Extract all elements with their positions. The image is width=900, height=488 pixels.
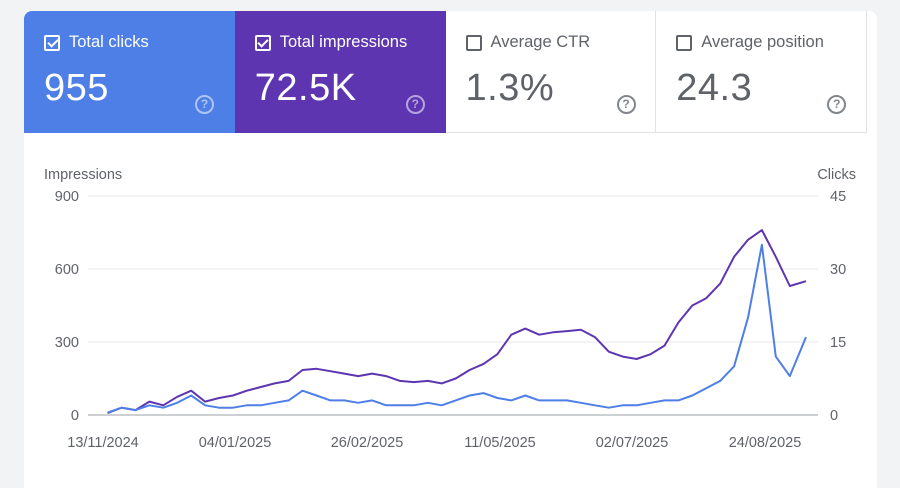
performance-panel: Total clicks 955 ? Total impressions 72.… — [24, 11, 877, 488]
x-tick-label: 02/07/2025 — [596, 435, 669, 451]
right-tick-label: 15 — [830, 335, 846, 351]
x-tick-label: 11/05/2025 — [464, 435, 536, 451]
x-axis-ticks: 13/11/2024 04/01/2025 26/02/2025 11/05/2025… — [67, 435, 801, 451]
average-position-value: 24.3 — [676, 67, 753, 109]
clicks-series-line — [107, 243, 807, 414]
right-tick-label: 0 — [830, 408, 838, 424]
average-ctr-label: Average CTR — [490, 33, 591, 51]
help-icon[interactable]: ? — [195, 95, 214, 114]
total-clicks-card[interactable]: Total clicks 955 ? — [24, 11, 235, 133]
total-clicks-label: Total clicks — [69, 33, 149, 51]
right-axis-ticks: 45 30 15 0 — [830, 189, 846, 424]
x-tick-label: 04/01/2025 — [199, 435, 272, 451]
total-clicks-checkbox[interactable] — [44, 34, 60, 51]
average-position-checkbox[interactable] — [676, 34, 693, 51]
average-position-card[interactable]: Average position 24.3 ? — [656, 11, 867, 133]
average-position-header: Average position — [676, 33, 824, 52]
right-tick-label: 45 — [830, 189, 846, 205]
x-tick-label: 13/11/2024 — [67, 435, 139, 451]
average-position-label: Average position — [701, 33, 824, 51]
impressions-series-line — [107, 229, 807, 415]
help-icon[interactable]: ? — [827, 95, 847, 114]
metric-cards: Total clicks 955 ? Total impressions 72.… — [24, 11, 867, 133]
x-tick-label: 26/02/2025 — [331, 435, 404, 451]
left-axis-label: Impressions — [44, 167, 122, 183]
total-impressions-label: Total impressions — [279, 33, 408, 51]
average-ctr-header: Average CTR — [465, 33, 591, 52]
gridlines — [88, 195, 818, 416]
help-icon[interactable]: ? — [405, 95, 425, 114]
total-impressions-card[interactable]: Total impressions 72.5K ? — [234, 11, 446, 133]
average-ctr-value: 1.3% — [465, 67, 555, 109]
left-tick-label: 600 — [55, 262, 79, 278]
total-impressions-value: 72.5K — [254, 67, 357, 109]
left-axis-ticks: 900 600 300 0 — [55, 189, 79, 424]
right-tick-label: 30 — [830, 262, 846, 278]
average-ctr-card[interactable]: Average CTR 1.3% ? — [445, 11, 657, 133]
x-tick-label: 24/08/2025 — [729, 435, 802, 451]
left-tick-label: 0 — [71, 408, 79, 424]
help-icon[interactable]: ? — [616, 95, 636, 114]
total-clicks-value: 955 — [44, 67, 109, 109]
total-impressions-header: Total impressions — [254, 33, 408, 52]
series-lines — [107, 229, 807, 415]
right-axis-label: Clicks — [817, 167, 856, 183]
average-ctr-checkbox[interactable] — [465, 34, 482, 51]
total-clicks-header: Total clicks — [44, 33, 149, 52]
left-tick-label: 900 — [55, 189, 79, 205]
total-impressions-checkbox[interactable] — [254, 34, 271, 51]
left-tick-label: 300 — [55, 335, 79, 351]
